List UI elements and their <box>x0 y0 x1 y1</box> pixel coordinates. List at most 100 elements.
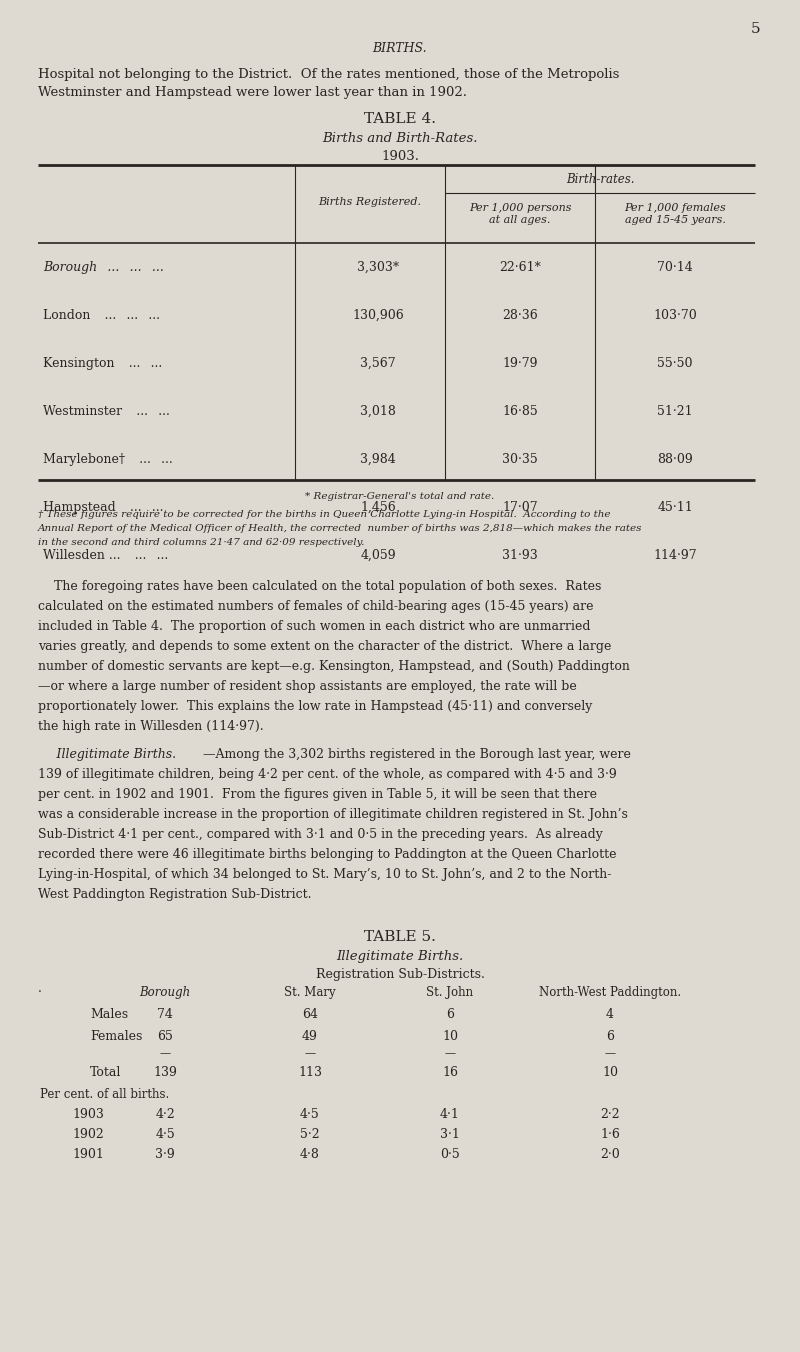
Text: Birth-rates.: Birth-rates. <box>566 173 634 187</box>
Text: 10: 10 <box>602 1065 618 1079</box>
Text: Lying-in-Hospital, of which 34 belonged to St. Mary’s, 10 to St. John’s, and 2 t: Lying-in-Hospital, of which 34 belonged … <box>38 868 611 882</box>
Text: 113: 113 <box>298 1065 322 1079</box>
Text: 3,303*: 3,303* <box>357 261 399 274</box>
Text: 1903.: 1903. <box>381 150 419 164</box>
Text: 55·50: 55·50 <box>658 357 693 370</box>
Text: Marylebone†   ...  ...: Marylebone† ... ... <box>43 453 173 466</box>
Text: Hampstead   ...  ...: Hampstead ... ... <box>43 502 163 514</box>
Text: TABLE 4.: TABLE 4. <box>364 112 436 126</box>
Text: 2·0: 2·0 <box>600 1148 620 1161</box>
Text: St. Mary: St. Mary <box>284 986 336 999</box>
Text: † These figures require to be corrected for the births in Queen Charlotte Lying-: † These figures require to be corrected … <box>38 510 610 519</box>
Text: 5: 5 <box>750 22 760 37</box>
Text: 51·21: 51·21 <box>657 406 693 418</box>
Text: Borough: Borough <box>139 986 190 999</box>
Text: 31·93: 31·93 <box>502 549 538 562</box>
Text: 16·85: 16·85 <box>502 406 538 418</box>
Text: 4,059: 4,059 <box>360 549 396 562</box>
Text: West Paddington Registration Sub-District.: West Paddington Registration Sub-Distric… <box>38 888 311 900</box>
Text: ·: · <box>38 986 42 999</box>
Text: —: — <box>159 1048 170 1059</box>
Text: 114·97: 114·97 <box>653 549 697 562</box>
Text: Illegitimate Births.: Illegitimate Births. <box>336 950 464 963</box>
Text: Hospital not belonging to the District.  Of the rates mentioned, those of the Me: Hospital not belonging to the District. … <box>38 68 619 81</box>
Text: 30·35: 30·35 <box>502 453 538 466</box>
Text: 19·79: 19·79 <box>502 357 538 370</box>
Text: 3·9: 3·9 <box>155 1148 175 1161</box>
Text: 6: 6 <box>446 1009 454 1021</box>
Text: —Among the 3,302 births registered in the Borough last year, were: —Among the 3,302 births registered in th… <box>203 748 631 761</box>
Text: Sub-District 4·1 per cent., compared with 3·1 and 0·5 in the preceding years.  A: Sub-District 4·1 per cent., compared wit… <box>38 827 603 841</box>
Text: Kensington   ...  ...: Kensington ... ... <box>43 357 162 370</box>
Text: 3,984: 3,984 <box>360 453 396 466</box>
Text: Westminster   ...  ...: Westminster ... ... <box>43 406 170 418</box>
Text: —or where a large number of resident shop assistants are employed, the rate will: —or where a large number of resident sho… <box>38 680 577 694</box>
Text: TABLE 5.: TABLE 5. <box>364 930 436 944</box>
Text: Westminster and Hampstead were lower last year than in 1902.: Westminster and Hampstead were lower las… <box>38 87 467 99</box>
Text: 49: 49 <box>302 1030 318 1042</box>
Text: 17·07: 17·07 <box>502 502 538 514</box>
Text: in the second and third columns 21·47 and 62·09 respectively.: in the second and third columns 21·47 an… <box>38 538 364 548</box>
Text: —: — <box>305 1048 315 1059</box>
Text: Per 1,000 persons
at all ages.: Per 1,000 persons at all ages. <box>469 203 571 224</box>
Text: 65: 65 <box>157 1030 173 1042</box>
Text: 3,018: 3,018 <box>360 406 396 418</box>
Text: Annual Report of the Medical Officer of Health, the corrected  number of births : Annual Report of the Medical Officer of … <box>38 525 642 533</box>
Text: Illegitimate Births.: Illegitimate Births. <box>38 748 176 761</box>
Text: 1902: 1902 <box>72 1128 104 1141</box>
Text: 16: 16 <box>442 1065 458 1079</box>
Text: the high rate in Willesden (114·97).: the high rate in Willesden (114·97). <box>38 721 264 733</box>
Text: St. John: St. John <box>426 986 474 999</box>
Text: included in Table 4.  The proportion of such women in each district who are unma: included in Table 4. The proportion of s… <box>38 621 590 633</box>
Text: 74: 74 <box>157 1009 173 1021</box>
Text: 130,906: 130,906 <box>352 310 404 322</box>
Text: BIRTHS.: BIRTHS. <box>373 42 427 55</box>
Text: 10: 10 <box>442 1030 458 1042</box>
Text: London   ...  ...  ...: London ... ... ... <box>43 310 160 322</box>
Text: * Registrar-General's total and rate.: * Registrar-General's total and rate. <box>306 492 494 502</box>
Text: 4: 4 <box>606 1009 614 1021</box>
Text: calculated on the estimated numbers of females of child-bearing ages (15-45 year: calculated on the estimated numbers of f… <box>38 600 594 612</box>
Text: 3,567: 3,567 <box>360 357 396 370</box>
Text: recorded there were 46 illegitimate births belonging to Paddington at the Queen : recorded there were 46 illegitimate birt… <box>38 848 617 861</box>
Text: Births and Birth-Rates.: Births and Birth-Rates. <box>322 132 478 145</box>
Text: 28·36: 28·36 <box>502 310 538 322</box>
Text: Borough  ...  ...  ...: Borough ... ... ... <box>43 261 164 274</box>
Text: 3·1: 3·1 <box>440 1128 460 1141</box>
Text: was a considerable increase in the proportion of illegitimate children registere: was a considerable increase in the propo… <box>38 808 628 821</box>
Text: 4·1: 4·1 <box>440 1109 460 1121</box>
Text: 139: 139 <box>153 1065 177 1079</box>
Text: 6: 6 <box>606 1030 614 1042</box>
Text: 4·2: 4·2 <box>155 1109 175 1121</box>
Text: per cent. in 1902 and 1901.  From the figures given in Table 5, it will be seen : per cent. in 1902 and 1901. From the fig… <box>38 788 597 800</box>
Text: 139 of illegitimate children, being 4·2 per cent. of the whole, as compared with: 139 of illegitimate children, being 4·2 … <box>38 768 617 781</box>
Text: The foregoing rates have been calculated on the total population of both sexes. : The foregoing rates have been calculated… <box>38 580 602 594</box>
Text: Total: Total <box>90 1065 122 1079</box>
Text: 0·5: 0·5 <box>440 1148 460 1161</box>
Text: Willesden ...   ...  ...: Willesden ... ... ... <box>43 549 168 562</box>
Text: 2·2: 2·2 <box>600 1109 620 1121</box>
Text: —: — <box>605 1048 615 1059</box>
Text: 4·8: 4·8 <box>300 1148 320 1161</box>
Text: 22·61*: 22·61* <box>499 261 541 274</box>
Text: varies greatly, and depends to some extent on the character of the district.  Wh: varies greatly, and depends to some exte… <box>38 639 611 653</box>
Text: 1,456: 1,456 <box>360 502 396 514</box>
Text: Births Registered.: Births Registered. <box>318 197 422 207</box>
Text: proportionately lower.  This explains the low rate in Hampstead (45·11) and conv: proportionately lower. This explains the… <box>38 700 592 713</box>
Text: Females: Females <box>90 1030 142 1042</box>
Text: 4·5: 4·5 <box>300 1109 320 1121</box>
Text: 70·14: 70·14 <box>657 261 693 274</box>
Text: 1901: 1901 <box>72 1148 104 1161</box>
Text: Registration Sub-Districts.: Registration Sub-Districts. <box>315 968 485 982</box>
Text: 64: 64 <box>302 1009 318 1021</box>
Text: 88·09: 88·09 <box>657 453 693 466</box>
Text: North-West Paddington.: North-West Paddington. <box>539 986 681 999</box>
Text: Males: Males <box>90 1009 128 1021</box>
Text: 4·5: 4·5 <box>155 1128 175 1141</box>
Text: Per cent. of all births.: Per cent. of all births. <box>40 1088 170 1101</box>
Text: 5·2: 5·2 <box>300 1128 320 1141</box>
Text: 1903: 1903 <box>72 1109 104 1121</box>
Text: 45·11: 45·11 <box>657 502 693 514</box>
Text: 1·6: 1·6 <box>600 1128 620 1141</box>
Text: number of domestic servants are kept—e.g. Kensington, Hampstead, and (South) Pad: number of domestic servants are kept—e.g… <box>38 660 630 673</box>
